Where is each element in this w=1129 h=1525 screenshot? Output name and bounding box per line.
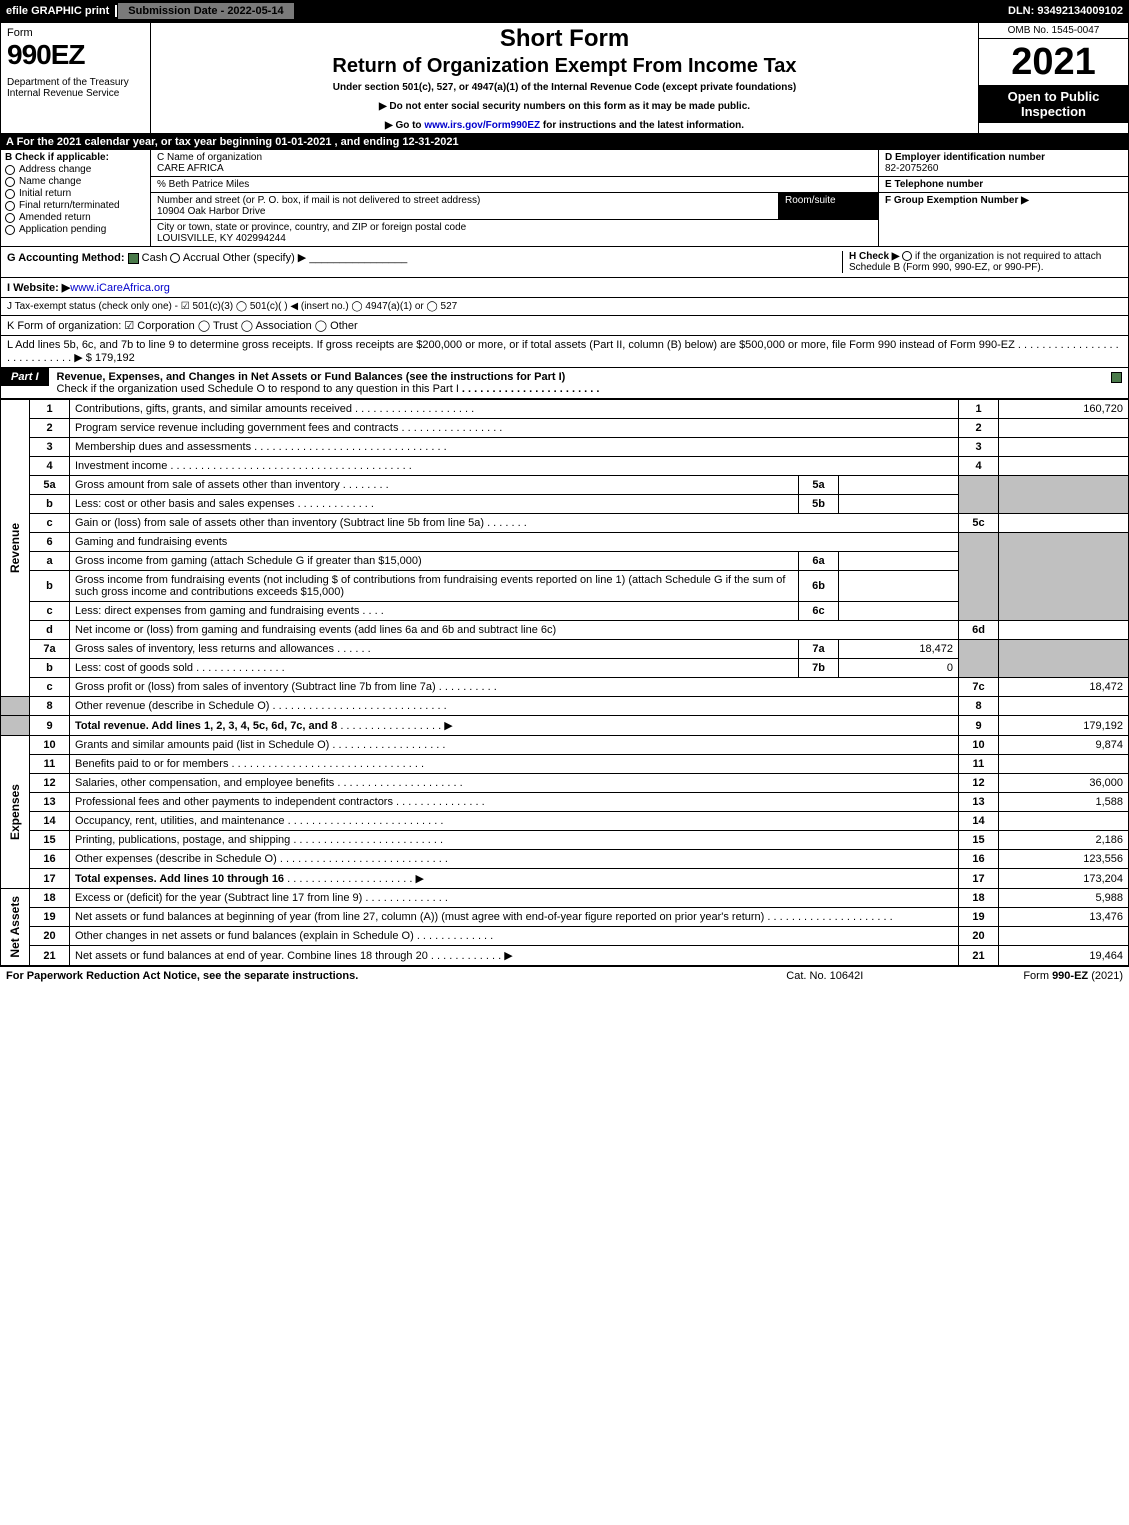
row-k: K Form of organization: ☑ Corporation ◯ … <box>0 316 1129 336</box>
amt-10: 9,874 <box>999 736 1129 755</box>
submission-date: Submission Date - 2022-05-14 <box>117 2 294 20</box>
h-label: H Check ▶ <box>849 251 899 262</box>
part-i-label: Part I <box>1 368 49 386</box>
d-phone: E Telephone number <box>879 177 1128 193</box>
under-section: Under section 501(c), 527, or 4947(a)(1)… <box>157 82 972 93</box>
col-c: C Name of organization CARE AFRICA % Bet… <box>151 150 878 246</box>
amt-1: 160,720 <box>999 400 1129 419</box>
form-word: Form <box>7 27 144 39</box>
header-right: OMB No. 1545-0047 2021 Open to Public In… <box>978 23 1128 133</box>
g-label: G Accounting Method: <box>7 252 125 264</box>
c-city: City or town, state or province, country… <box>151 220 878 246</box>
check-address-change[interactable] <box>5 165 15 175</box>
check-name-change[interactable] <box>5 177 15 187</box>
gross-receipts: ▶ $ 179,192 <box>74 352 134 364</box>
header-left: Form 990EZ Department of the Treasury In… <box>1 23 151 133</box>
part-i-sub: Check if the organization used Schedule … <box>57 383 459 395</box>
org-name: CARE AFRICA <box>157 163 224 174</box>
check-cash[interactable] <box>128 253 139 264</box>
amt-15: 2,186 <box>999 831 1129 850</box>
omb-number: OMB No. 1545-0047 <box>979 23 1128 39</box>
col-d: D Employer identification number 82-2075… <box>878 150 1128 246</box>
d-group: F Group Exemption Number ▶ <box>879 193 1128 246</box>
amt-18: 5,988 <box>999 889 1129 908</box>
check-h[interactable] <box>902 251 912 261</box>
side-expenses: Expenses <box>6 780 24 844</box>
irs-link[interactable]: www.irs.gov/Form990EZ <box>424 120 540 131</box>
footer: For Paperwork Reduction Act Notice, see … <box>0 966 1129 985</box>
check-final-return[interactable] <box>5 201 15 211</box>
room-label: Room/suite <box>785 195 836 206</box>
header-center: Short Form Return of Organization Exempt… <box>151 23 978 133</box>
check-accrual[interactable] <box>170 253 180 263</box>
care-of: % Beth Patrice Miles <box>157 179 249 190</box>
website-link[interactable]: www.iCareAfrica.org <box>70 282 170 294</box>
col-b: B Check if applicable: Address change Na… <box>1 150 151 246</box>
note-link: ▶ Go to www.irs.gov/Form990EZ for instru… <box>157 120 972 131</box>
col-b-label: B Check if applicable: <box>5 152 146 163</box>
row-a-tax-year: A For the 2021 calendar year, or tax yea… <box>0 134 1129 150</box>
c-name: C Name of organization CARE AFRICA <box>151 150 878 177</box>
side-netassets: Net Assets <box>6 892 24 962</box>
city-value: LOUISVILLE, KY 402994244 <box>157 233 286 244</box>
note-ssn: ▶ Do not enter social security numbers o… <box>157 101 972 112</box>
department: Department of the Treasury Internal Reve… <box>7 77 144 99</box>
footer-cat: Cat. No. 10642I <box>786 970 863 982</box>
tax-year: 2021 <box>979 39 1128 85</box>
short-form-title: Short Form <box>157 25 972 53</box>
row-j: J Tax-exempt status (check only one) - ☑… <box>0 298 1129 316</box>
val-7a: 18,472 <box>839 640 959 659</box>
val-7b: 0 <box>839 659 959 678</box>
amt-12: 36,000 <box>999 774 1129 793</box>
row-i: I Website: ▶www.iCareAfrica.org <box>0 278 1129 298</box>
amt-16: 123,556 <box>999 850 1129 869</box>
amt-7c: 18,472 <box>999 678 1129 697</box>
row-l: L Add lines 5b, 6c, and 7b to line 9 to … <box>0 336 1129 368</box>
footer-left: For Paperwork Reduction Act Notice, see … <box>6 970 358 982</box>
lines-table: Revenue 1Contributions, gifts, grants, a… <box>0 399 1129 966</box>
amt-19: 13,476 <box>999 908 1129 927</box>
dln: DLN: 93492134009102 <box>1008 5 1129 17</box>
amt-21: 19,464 <box>999 946 1129 966</box>
section-b-c-d: B Check if applicable: Address change Na… <box>0 150 1129 247</box>
form-header: Form 990EZ Department of the Treasury In… <box>0 22 1129 134</box>
footer-form: Form 990-EZ (2021) <box>1023 970 1123 982</box>
side-revenue: Revenue <box>6 519 24 577</box>
check-pending[interactable] <box>5 225 15 235</box>
open-public: Open to Public Inspection <box>979 85 1128 123</box>
amt-13: 1,588 <box>999 793 1129 812</box>
check-initial-return[interactable] <box>5 189 15 199</box>
amt-17: 173,204 <box>999 869 1129 889</box>
form-number: 990EZ <box>7 39 144 71</box>
efile-label[interactable]: efile GRAPHIC print <box>0 5 117 17</box>
top-bar: efile GRAPHIC print Submission Date - 20… <box>0 0 1129 22</box>
street-label: Number and street (or P. O. box, if mail… <box>157 195 480 206</box>
check-amended[interactable] <box>5 213 15 223</box>
return-title: Return of Organization Exempt From Incom… <box>157 55 972 78</box>
c-street-row: % Beth Patrice Miles Number and street (… <box>151 177 878 220</box>
street-value: 10904 Oak Harbor Drive <box>157 206 265 217</box>
check-schedule-o[interactable] <box>1111 372 1122 383</box>
ein-value: 82-2075260 <box>885 163 938 174</box>
part-i-header: Part I Revenue, Expenses, and Changes in… <box>0 368 1129 399</box>
d-ein: D Employer identification number 82-2075… <box>879 150 1128 177</box>
row-g-h: G Accounting Method: Cash Accrual Other … <box>0 247 1129 278</box>
part-i-title: Revenue, Expenses, and Changes in Net As… <box>57 371 566 383</box>
amt-9: 179,192 <box>999 716 1129 736</box>
